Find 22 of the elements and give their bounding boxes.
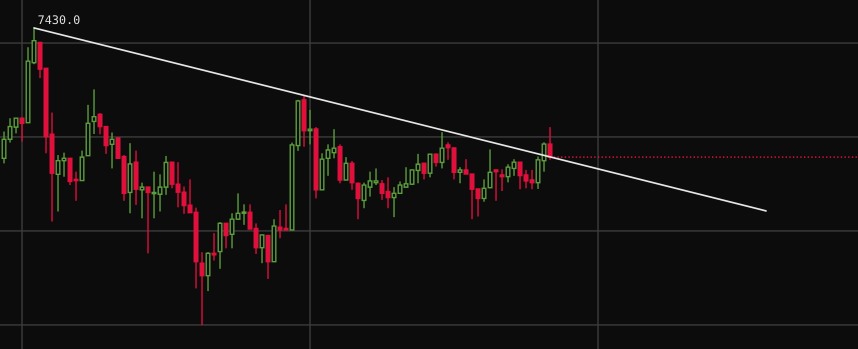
candlestick <box>422 162 427 180</box>
candlestick <box>110 132 115 170</box>
candlestick <box>344 156 349 181</box>
candlestick <box>308 109 313 146</box>
candlestick <box>92 88 97 135</box>
candlestick <box>206 251 211 292</box>
candlestick <box>224 222 229 250</box>
candlestick <box>200 251 205 326</box>
candlestick <box>548 126 553 160</box>
candlestick <box>80 150 85 182</box>
candlestick <box>500 168 505 192</box>
candlestick <box>434 152 439 168</box>
candlestick <box>440 131 445 170</box>
candlestick <box>140 182 145 220</box>
candlestick <box>458 166 463 184</box>
candlestick <box>20 118 25 142</box>
text: 7430.0 <box>38 15 80 24</box>
candlestick <box>260 234 265 264</box>
candlestick <box>428 153 433 178</box>
candlestick <box>212 232 217 262</box>
candlestick <box>494 168 499 202</box>
candlestick <box>146 186 151 254</box>
